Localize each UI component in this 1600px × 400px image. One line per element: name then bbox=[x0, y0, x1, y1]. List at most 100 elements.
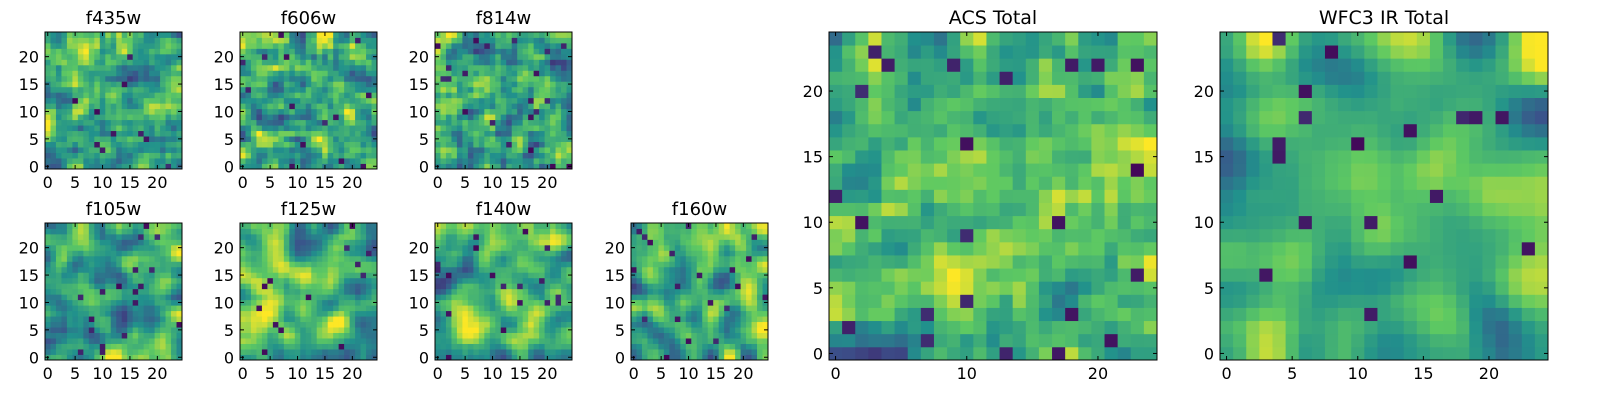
heatmap-cell bbox=[132, 141, 139, 148]
heatmap-cell bbox=[517, 136, 524, 142]
heatmap-cell bbox=[171, 255, 177, 262]
heatmap-cell bbox=[528, 81, 535, 88]
y-tick-label: 20 bbox=[214, 48, 234, 67]
heatmap-cell bbox=[522, 294, 529, 301]
heatmap-cell bbox=[762, 228, 769, 235]
heatmap-cell bbox=[641, 343, 648, 350]
heatmap-cell bbox=[484, 48, 491, 55]
heatmap-cell bbox=[669, 349, 676, 355]
heatmap-cell bbox=[138, 108, 145, 115]
heatmap-cell bbox=[105, 163, 112, 170]
heatmap-cell bbox=[250, 86, 257, 93]
heatmap-cell bbox=[561, 316, 567, 323]
heatmap-cell bbox=[829, 228, 843, 243]
heatmap-cell bbox=[986, 307, 1000, 322]
heatmap-cell bbox=[522, 114, 529, 121]
heatmap-cell bbox=[300, 136, 307, 142]
heatmap-cell bbox=[707, 223, 714, 229]
heatmap-cell bbox=[566, 119, 573, 126]
heatmap-cell bbox=[658, 349, 665, 355]
heatmap-cell bbox=[61, 70, 68, 77]
heatmap-cell bbox=[522, 233, 529, 240]
heatmap-cell bbox=[360, 59, 367, 66]
heatmap-cell bbox=[674, 261, 681, 268]
heatmap-cell bbox=[160, 42, 166, 49]
heatmap-cell bbox=[116, 75, 123, 82]
heatmap-cell bbox=[724, 223, 731, 229]
heatmap-cell bbox=[631, 305, 637, 312]
heatmap-cell bbox=[165, 75, 172, 82]
heatmap-cell bbox=[55, 316, 62, 323]
heatmap-cell bbox=[647, 250, 654, 257]
heatmap-cell bbox=[105, 305, 112, 312]
heatmap-cell bbox=[66, 338, 73, 344]
heatmap-cell bbox=[45, 255, 51, 262]
heatmap-cell bbox=[99, 53, 106, 60]
heatmap-cell bbox=[272, 299, 279, 306]
heatmap-cell bbox=[105, 349, 112, 355]
heatmap-cell bbox=[289, 272, 296, 279]
heatmap-cell bbox=[842, 215, 856, 230]
heatmap-cell bbox=[440, 130, 447, 137]
heatmap-cell bbox=[986, 202, 1000, 217]
heatmap-cell bbox=[1012, 281, 1027, 295]
heatmap-cell bbox=[467, 354, 474, 361]
heatmap-cell bbox=[132, 354, 139, 361]
heatmap-cell bbox=[360, 48, 367, 55]
heatmap-cell bbox=[88, 277, 95, 284]
heatmap-cell bbox=[947, 346, 961, 361]
heatmap-cell bbox=[110, 299, 117, 306]
heatmap-cell bbox=[83, 239, 90, 246]
heatmap-cell bbox=[50, 343, 57, 350]
heatmap-cell bbox=[467, 130, 474, 137]
heatmap-cell bbox=[561, 294, 567, 301]
heatmap-cell bbox=[544, 92, 551, 99]
heatmap-cell bbox=[555, 147, 562, 153]
heatmap-cell bbox=[366, 233, 372, 240]
heatmap-cell bbox=[344, 223, 350, 229]
heatmap-cell bbox=[83, 299, 90, 306]
heatmap-cell bbox=[933, 255, 948, 269]
heatmap-cell bbox=[327, 136, 334, 142]
heatmap-cell bbox=[344, 310, 350, 317]
heatmap-cell bbox=[517, 125, 524, 132]
heatmap-cell bbox=[66, 53, 73, 60]
heatmap-cell bbox=[707, 299, 714, 306]
heatmap-cell bbox=[440, 81, 447, 88]
heatmap-cell bbox=[272, 321, 279, 328]
heatmap-cell bbox=[240, 277, 246, 284]
heatmap-cell bbox=[289, 223, 296, 229]
heatmap-cell bbox=[467, 86, 474, 93]
heatmap-cell bbox=[1012, 307, 1027, 322]
heatmap-cell bbox=[528, 305, 535, 312]
heatmap-cell bbox=[105, 125, 112, 132]
heatmap-cell bbox=[132, 130, 139, 137]
heatmap-cell bbox=[77, 327, 84, 333]
heatmap-cell bbox=[171, 305, 177, 312]
heatmap-cell bbox=[88, 299, 95, 306]
heatmap-cell bbox=[641, 316, 648, 323]
heatmap-cell bbox=[881, 255, 895, 269]
heatmap-cell bbox=[462, 332, 469, 339]
heatmap-cell bbox=[338, 141, 345, 148]
heatmap-cell bbox=[522, 299, 529, 306]
heatmap-cell bbox=[467, 147, 474, 153]
heatmap-cell bbox=[561, 277, 567, 284]
heatmap-cell bbox=[544, 53, 551, 60]
heatmap-cell bbox=[344, 349, 350, 355]
heatmap-cell bbox=[506, 163, 513, 170]
heatmap-cell bbox=[143, 147, 150, 153]
heatmap-cell bbox=[500, 125, 507, 132]
heatmap-cell bbox=[462, 277, 469, 284]
heatmap-cell bbox=[66, 86, 73, 93]
heatmap-cell bbox=[456, 141, 463, 148]
heatmap-cell bbox=[149, 349, 155, 355]
heatmap-cell bbox=[658, 272, 665, 279]
heatmap-cell bbox=[855, 346, 869, 361]
heatmap-cell bbox=[88, 321, 95, 328]
heatmap-cell bbox=[143, 321, 150, 328]
heatmap-cell bbox=[544, 37, 551, 44]
heatmap-cell bbox=[467, 327, 474, 333]
heatmap-cell bbox=[674, 316, 681, 323]
heatmap-cell bbox=[462, 114, 469, 121]
